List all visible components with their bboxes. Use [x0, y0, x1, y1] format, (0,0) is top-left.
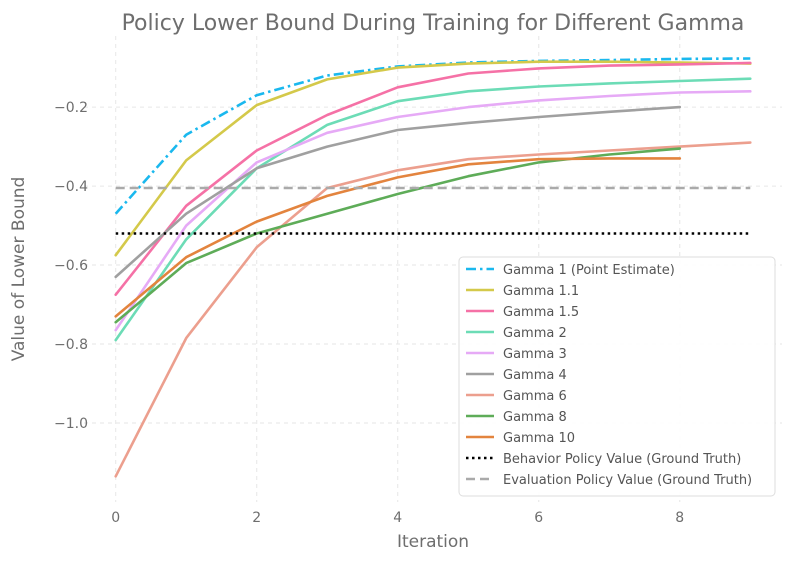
- x-tick-label: 2: [252, 510, 261, 526]
- y-tick-label: −1.0: [54, 416, 88, 432]
- series-line-gamma-1-5: [114, 61, 752, 297]
- legend-label-gamma-1-1: Gamma 1.1: [503, 284, 579, 299]
- legend-label-gamma-2: Gamma 2: [503, 326, 567, 341]
- x-tick-label: 4: [393, 510, 402, 526]
- y-tick-label: −0.6: [54, 258, 88, 274]
- legend-label-gamma-1-5: Gamma 1.5: [503, 305, 579, 320]
- legend-label-evaluation-policy-value-ground-truth: Evaluation Policy Value (Ground Truth): [503, 473, 752, 488]
- series-line-gamma-4: [114, 105, 682, 279]
- x-tick-label: 8: [675, 510, 684, 526]
- axes: 0 2 4 6 8 −1.0 −0.8 −0.6 −0.4 −0.2: [54, 100, 684, 526]
- legend-label-gamma-10: Gamma 10: [503, 431, 575, 446]
- series-line-gamma-10: [114, 157, 682, 318]
- series-line-gamma-6: [114, 141, 752, 478]
- legend-label-behavior-policy-value-ground-truth: Behavior Policy Value (Ground Truth): [503, 452, 741, 467]
- chart-title: Policy Lower Bound During Training for D…: [122, 11, 745, 36]
- series-line-gamma-3: [114, 90, 752, 332]
- x-tick-label: 0: [111, 510, 120, 526]
- legend-label-gamma-3: Gamma 3: [503, 347, 567, 362]
- legend-label-gamma-6: Gamma 6: [503, 389, 567, 404]
- legend-box: [458, 256, 776, 497]
- series-line-gamma-8: [114, 147, 682, 324]
- x-axis-label: Iteration: [397, 532, 469, 552]
- series-line-gamma-1-point-estimate: [114, 57, 751, 215]
- legend: Gamma 1 (Point Estimate) Gamma 1.1 Gamma 1…: [458, 256, 776, 497]
- legend-label-gamma-1-point-estimate: Gamma 1 (Point Estimate): [503, 263, 675, 278]
- y-tick-label: −0.4: [54, 179, 88, 195]
- y-tick-label: −0.2: [54, 100, 88, 116]
- x-tick-label: 6: [534, 510, 543, 526]
- y-axis-label: Value of Lower Bound: [9, 177, 29, 362]
- series-line-gamma-1-1: [114, 60, 752, 257]
- legend-label-gamma-4: Gamma 4: [503, 368, 567, 383]
- y-tick-label: −0.8: [54, 337, 88, 353]
- series-line-gamma-2: [114, 77, 752, 342]
- legend-label-gamma-8: Gamma 8: [503, 410, 567, 425]
- series-lines: [114, 57, 752, 478]
